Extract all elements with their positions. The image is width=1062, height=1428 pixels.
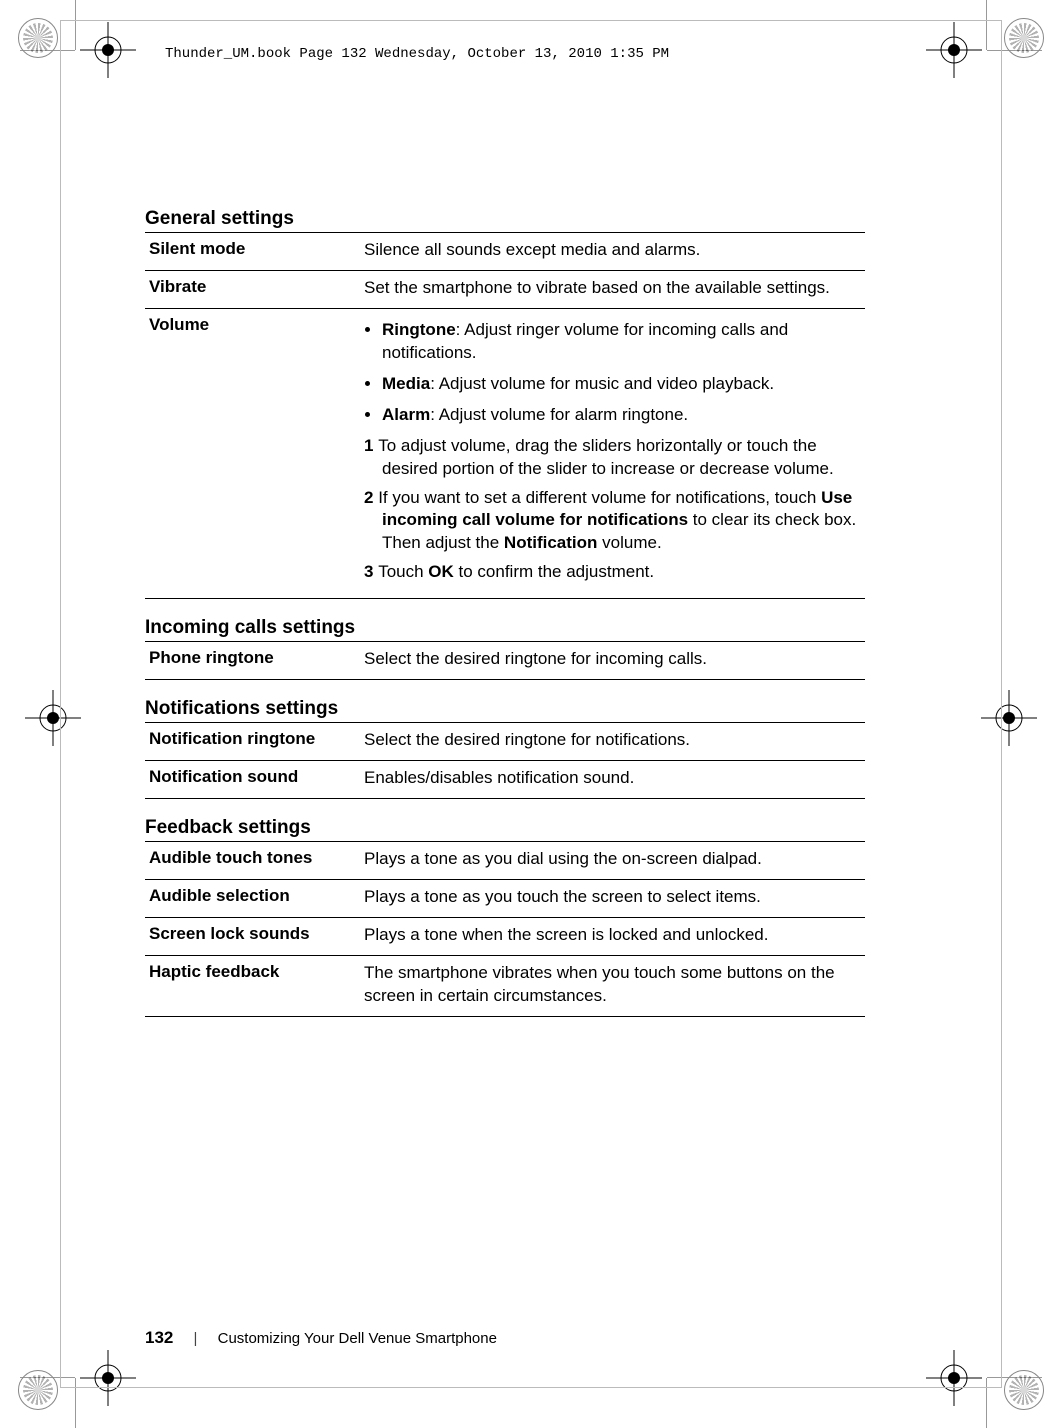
table-row: Screen lock sounds Plays a tone when the… [145, 917, 865, 955]
setting-desc: Plays a tone as you dial using the on-sc… [360, 842, 865, 880]
setting-desc: Select the desired ringtone for incoming… [360, 642, 865, 680]
page-footer: 132 | Customizing Your Dell Venue Smartp… [145, 1328, 497, 1348]
setting-desc: Plays a tone when the screen is locked a… [360, 917, 865, 955]
table-row: Vibrate Set the smartphone to vibrate ba… [145, 270, 865, 308]
footer-separator: | [194, 1330, 198, 1347]
setting-label: Silent mode [145, 233, 360, 271]
section-heading-notifications: Notifications settings [145, 698, 865, 720]
table-row: Notification ringtone Select the desired… [145, 723, 865, 761]
volume-step-3: 3 Touch OK to confirm the adjustment. [364, 561, 861, 584]
general-settings-table: Silent mode Silence all sounds except me… [145, 232, 865, 599]
volume-step-2: 2 If you want to set a different volume … [364, 487, 861, 556]
volume-bullet-media: Media: Adjust volume for music and video… [382, 373, 861, 396]
printer-mark-icon [18, 18, 58, 58]
setting-label: Vibrate [145, 270, 360, 308]
setting-desc: Plays a tone as you touch the screen to … [360, 880, 865, 918]
printer-mark-icon [1004, 1370, 1044, 1410]
setting-label: Audible selection [145, 880, 360, 918]
volume-bullet-alarm: Alarm: Adjust volume for alarm ringtone. [382, 404, 861, 427]
setting-desc: Set the smartphone to vibrate based on t… [360, 270, 865, 308]
volume-step-1: 1 To adjust volume, drag the sliders hor… [364, 435, 861, 481]
printer-mark-icon [18, 1370, 58, 1410]
section-heading-incoming: Incoming calls settings [145, 617, 865, 639]
setting-label: Screen lock sounds [145, 917, 360, 955]
section-heading-feedback: Feedback settings [145, 817, 865, 839]
notifications-settings-table: Notification ringtone Select the desired… [145, 722, 865, 799]
setting-label: Notification ringtone [145, 723, 360, 761]
table-row: Silent mode Silence all sounds except me… [145, 233, 865, 271]
volume-bullet-ringtone: Ringtone: Adjust ringer volume for incom… [382, 319, 861, 365]
setting-desc: Enables/disables notification sound. [360, 761, 865, 799]
table-row: Audible selection Plays a tone as you to… [145, 880, 865, 918]
incoming-settings-table: Phone ringtone Select the desired ringto… [145, 641, 865, 680]
table-row: Audible touch tones Plays a tone as you … [145, 842, 865, 880]
table-row: Volume Ringtone: Adjust ringer volume fo… [145, 308, 865, 598]
chapter-title: Customizing Your Dell Venue Smartphone [218, 1330, 497, 1347]
setting-label: Notification sound [145, 761, 360, 799]
setting-label: Audible touch tones [145, 842, 360, 880]
setting-desc: Ringtone: Adjust ringer volume for incom… [360, 308, 865, 598]
setting-desc: The smartphone vibrates when you touch s… [360, 955, 865, 1016]
content-area: General settings Silent mode Silence all… [145, 190, 865, 1017]
running-head: Thunder_UM.book Page 132 Wednesday, Octo… [165, 46, 669, 62]
setting-label: Volume [145, 308, 360, 598]
feedback-settings-table: Audible touch tones Plays a tone as you … [145, 841, 865, 1017]
setting-desc: Select the desired ringtone for notifica… [360, 723, 865, 761]
table-row: Haptic feedback The smartphone vibrates … [145, 955, 865, 1016]
table-row: Phone ringtone Select the desired ringto… [145, 642, 865, 680]
setting-label: Phone ringtone [145, 642, 360, 680]
section-heading-general: General settings [145, 208, 865, 230]
printer-mark-icon [1004, 18, 1044, 58]
page-number: 132 [145, 1328, 173, 1347]
setting-desc: Silence all sounds except media and alar… [360, 233, 865, 271]
setting-label: Haptic feedback [145, 955, 360, 1016]
table-row: Notification sound Enables/disables noti… [145, 761, 865, 799]
